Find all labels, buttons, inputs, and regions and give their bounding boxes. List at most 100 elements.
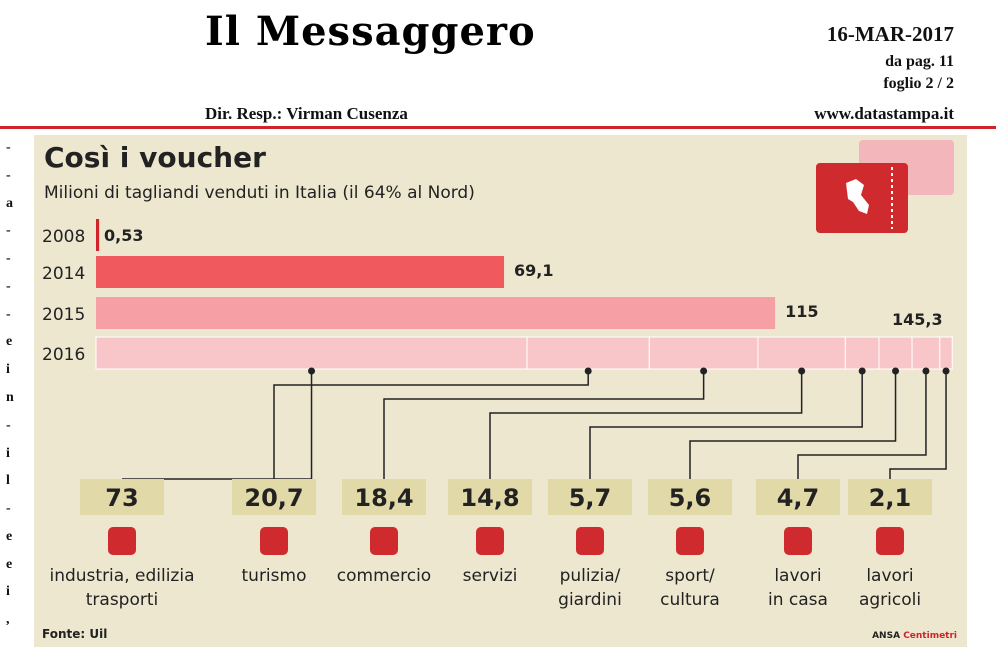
bar-2015 (96, 297, 776, 329)
segment-value-label: 14,8 (460, 484, 519, 512)
connector-line (589, 371, 863, 479)
credit-suffix: Centimetri (903, 631, 957, 641)
year-label-2016: 2016 (42, 345, 85, 365)
segment-label: turismo (242, 566, 307, 586)
year-label-2008: 2008 (42, 227, 85, 247)
voucher-chart: 2008 2014 2015 2016 0,53 69,1 115 145,3 73 indust… (42, 140, 954, 610)
segment-value-label: 20,7 (244, 484, 303, 512)
bar-2016-segment (878, 336, 913, 370)
connector-line (689, 371, 897, 479)
value-box (756, 479, 840, 515)
chart-subtitle: Milioni di tagliandi venduti in Italia (… (44, 183, 475, 203)
year-label-2014: 2014 (42, 264, 85, 284)
bar-2016-segment (526, 336, 650, 370)
value-label-2016: 145,3 (892, 310, 943, 329)
value-box (232, 479, 316, 515)
bar-2016-segment (757, 336, 846, 370)
sheet-number: foglio 2 / 2 (883, 75, 954, 92)
washing-machine-icon (784, 527, 812, 555)
side-glyph: i (6, 446, 10, 461)
bar-2016-segment (844, 336, 880, 370)
connector-line (273, 371, 589, 479)
side-glyph: e (6, 334, 13, 349)
page-reference: da pag. 11 (885, 53, 954, 70)
side-glyph: - (6, 307, 11, 322)
segment-label: giardini (558, 590, 622, 610)
bar-2016-segment (911, 336, 941, 370)
bar-2008 (96, 219, 100, 251)
segment-value-label: 5,7 (569, 484, 612, 512)
segment-label: pulizia/ (560, 566, 621, 586)
side-glyph: - (6, 279, 11, 294)
director-line: Dir. Resp.: Virman Cusenza (205, 104, 408, 123)
chart-title: Così i voucher (44, 141, 266, 174)
connector-line (489, 371, 803, 479)
year-label-2015: 2015 (42, 305, 85, 325)
side-glyph: - (6, 251, 11, 266)
bar-2014 (96, 256, 505, 288)
segment-label: sport/ (665, 566, 715, 586)
bar-2016-segment (95, 336, 528, 370)
shopping-cart-icon (370, 527, 398, 555)
service-desk-icon (476, 527, 504, 555)
chart-source: Fonte: Uil (42, 627, 108, 641)
header-right-block: 16-MAR-2017 da pag. 11 foglio 2 / 2 (827, 22, 954, 95)
value-label-2008: 0,53 (104, 226, 143, 245)
italy-map-icon (846, 179, 869, 214)
side-glyph: - (6, 223, 11, 238)
infographic-panel: Così i voucher Milioni di tagliandi vend… (34, 135, 967, 647)
side-glyph: - (6, 140, 11, 155)
side-glyph: n (6, 390, 14, 405)
header-divider (0, 126, 996, 129)
connector-line (383, 371, 705, 479)
bar-2016-segment (939, 336, 953, 370)
segment-label: cultura (660, 590, 720, 610)
side-glyph: i (6, 584, 10, 599)
value-box (548, 479, 632, 515)
value-label-2015: 115 (785, 302, 818, 321)
volleyball-icon (676, 527, 704, 555)
value-box (848, 479, 932, 515)
website-url: www.datastampa.it (814, 104, 954, 123)
publication-date: 16-MAR-2017 (826, 22, 954, 46)
segment-value-label: 18,4 (354, 484, 413, 512)
side-glyph: e (6, 529, 13, 544)
side-glyph: e (6, 557, 13, 572)
value-label-2014: 69,1 (514, 261, 553, 280)
value-box (648, 479, 732, 515)
segment-label: servizi (463, 566, 518, 586)
factory-icon (108, 527, 136, 555)
side-glyph: i (6, 362, 10, 377)
connector-line (889, 371, 947, 479)
side-glyph: a (6, 196, 13, 211)
value-box (80, 479, 164, 515)
segment-label: in casa (768, 590, 828, 610)
segment-label: lavori (866, 566, 913, 586)
side-glyph: l (6, 473, 10, 488)
masthead-logo: Il Messaggero (205, 8, 536, 55)
globe-plane-icon (260, 527, 288, 555)
side-glyph: , (6, 612, 10, 627)
segment-label: agricoli (859, 590, 921, 610)
segment-label: lavori (774, 566, 821, 586)
segment-label: trasporti (86, 590, 159, 610)
chart-credit: ANSA Centimetri (872, 631, 957, 641)
corn-icon (876, 527, 904, 555)
connector-line (797, 371, 927, 479)
value-box (448, 479, 532, 515)
segment-label: industria, edilizia (49, 566, 194, 586)
side-glyph: - (6, 501, 11, 516)
segment-value-label: 73 (105, 484, 138, 512)
side-glyph: - (6, 168, 11, 183)
value-box (342, 479, 426, 515)
segment-value-label: 5,6 (669, 484, 712, 512)
bar-2016-segment (648, 336, 759, 370)
connector-line (122, 371, 313, 480)
segment-label: commercio (337, 566, 431, 586)
segment-value-label: 2,1 (869, 484, 912, 512)
segment-value-label: 4,7 (777, 484, 820, 512)
credit-prefix: ANSA (872, 631, 901, 641)
garden-tools-icon (576, 527, 604, 555)
side-glyph: - (6, 418, 11, 433)
